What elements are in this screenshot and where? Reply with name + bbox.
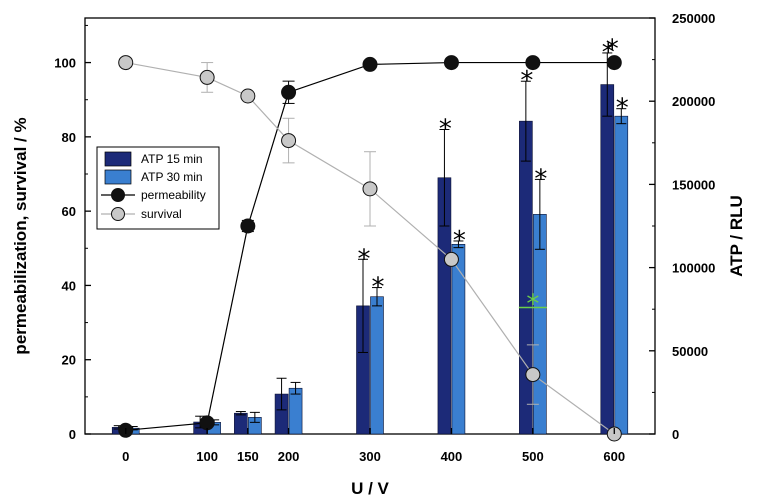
axes-group: 0 20 40 60 80 100 0 50000 100000 150000 200000 2500…	[11, 11, 746, 498]
x-tick-label: 200	[278, 449, 300, 464]
significance-star: *	[439, 114, 452, 144]
significance-star: *	[358, 244, 371, 274]
x-tick-label: 300	[359, 449, 381, 464]
data-point	[606, 55, 622, 71]
x-tick-label: 600	[603, 449, 625, 464]
y-left-tick-label: 20	[62, 353, 76, 368]
legend-marker	[111, 188, 125, 202]
bar	[451, 244, 466, 435]
y-left-tick-label: 40	[62, 278, 76, 293]
green-significance-star: *	[526, 290, 539, 320]
series-line	[125, 61, 615, 431]
significance-star: *	[453, 226, 466, 256]
y-right-tick-label: 150000	[672, 177, 715, 192]
y-left-tick-label: 80	[62, 130, 76, 145]
data-point	[362, 181, 378, 197]
data-point	[281, 133, 297, 149]
legend-swatch	[104, 151, 132, 167]
significance-star: *	[372, 273, 385, 303]
y-right-axis-title: ATP / RLU	[727, 195, 746, 277]
data-point	[525, 367, 541, 383]
line-series-group	[118, 55, 622, 442]
bar-series-group	[111, 52, 629, 435]
data-point	[199, 415, 215, 431]
significance-star: *	[534, 164, 547, 194]
bar	[519, 120, 533, 435]
x-tick-label: 400	[441, 449, 463, 464]
bar	[288, 387, 303, 435]
y-right-tick-label: 200000	[672, 94, 715, 109]
legend-swatch	[104, 169, 132, 185]
data-point	[240, 218, 256, 234]
x-tick-label: 0	[122, 449, 129, 464]
significance-star: *	[606, 35, 619, 65]
legend: ATP 15 min ATP 30 min permeability survival	[96, 146, 220, 230]
data-point	[240, 88, 256, 104]
y-right-tick-label: 0	[672, 427, 679, 442]
y-left-tick-label: 100	[54, 56, 76, 71]
data-point	[525, 55, 541, 71]
data-point	[118, 55, 134, 71]
significance-star: *	[616, 94, 629, 124]
y-left-tick-label: 60	[62, 204, 76, 219]
significance-star: *	[602, 38, 615, 68]
significance-star: *	[520, 66, 533, 96]
legend-entry-label: survival	[141, 207, 182, 221]
bar	[234, 412, 248, 435]
x-tick-label: 100	[196, 449, 218, 464]
data-point	[281, 84, 297, 100]
y-left-axis-title: permeabilization, survival / %	[11, 117, 30, 354]
data-point	[199, 69, 215, 85]
bar	[614, 115, 629, 435]
data-point	[443, 55, 459, 71]
x-tick-label: 150	[237, 449, 259, 464]
x-axis-title: U / V	[351, 479, 389, 498]
y-right-tick-label: 250000	[672, 11, 715, 26]
legend-entry-label: ATP 30 min	[141, 170, 203, 184]
y-left-tick-label: 0	[69, 427, 76, 442]
legend-entry-label: ATP 15 min	[141, 152, 203, 166]
bar	[370, 296, 384, 435]
legend-entry-label: permeability	[141, 188, 206, 202]
bar	[600, 84, 615, 435]
legend-marker	[111, 207, 125, 221]
data-point	[362, 56, 378, 72]
y-right-tick-label: 100000	[672, 261, 715, 276]
y-right-tick-label: 50000	[672, 344, 708, 359]
data-point	[443, 251, 459, 267]
significance-stars-group: **********	[358, 35, 629, 320]
x-tick-label: 500	[522, 449, 544, 464]
